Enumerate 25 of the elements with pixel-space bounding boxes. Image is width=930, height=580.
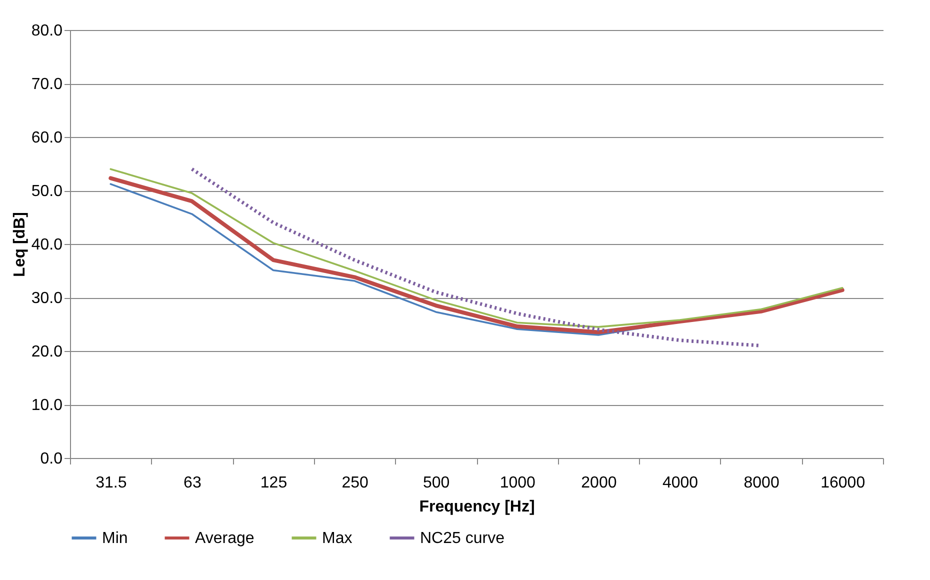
y-tick-label: 30.0 <box>31 290 63 307</box>
x-axis-title: Frequency [Hz] <box>419 498 535 516</box>
legend-label: Average <box>195 530 254 547</box>
y-tick-label: 20.0 <box>31 344 63 360</box>
y-tick-label: 10.0 <box>31 397 63 414</box>
y-axis-title: Leq [dB] <box>11 212 28 277</box>
y-tick-label: 70.0 <box>31 76 63 93</box>
x-tick-label: 125 <box>260 474 288 492</box>
legend-label: Max <box>322 530 352 547</box>
x-tick-label: 63 <box>184 474 202 492</box>
x-tick-label: 500 <box>423 474 450 492</box>
y-tick-label: 80.0 <box>31 22 63 40</box>
x-tick-label: 2000 <box>581 474 617 492</box>
y-tick-label: 40.0 <box>31 236 63 254</box>
x-tick-label: 16000 <box>820 474 866 492</box>
x-tick-label: 4000 <box>662 474 698 492</box>
x-tick-label: 31.5 <box>96 474 127 492</box>
x-tick-label: 1000 <box>500 474 536 492</box>
legend-label: Min <box>102 530 128 547</box>
legend-label: NC25 curve <box>420 530 505 547</box>
y-tick-label: 0.0 <box>40 450 63 468</box>
y-tick-label: 50.0 <box>31 183 63 200</box>
x-tick-label: 8000 <box>744 474 780 492</box>
x-tick-label: 250 <box>342 474 368 492</box>
y-tick-label: 60.0 <box>31 130 63 146</box>
